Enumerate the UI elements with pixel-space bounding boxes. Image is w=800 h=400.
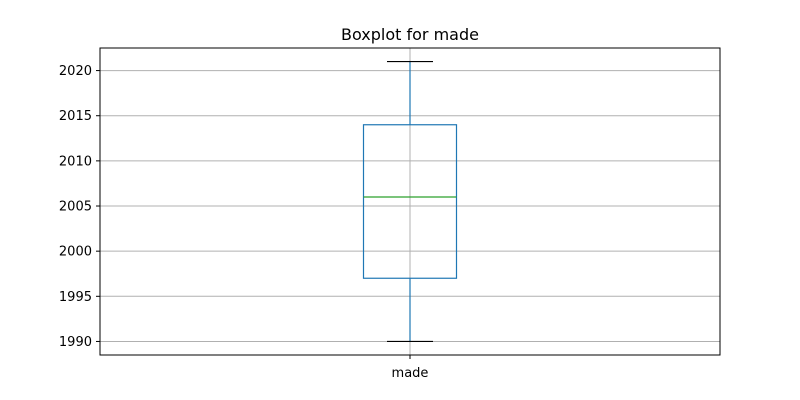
x-axis: made <box>392 355 429 381</box>
chart-title: Boxplot for made <box>341 25 479 44</box>
y-tick-label: 2015 <box>59 109 92 124</box>
y-tick-label: 2005 <box>59 200 92 215</box>
y-tick-label: 1995 <box>59 290 92 305</box>
y-tick-label: 1990 <box>59 335 92 350</box>
y-tick-label: 2010 <box>59 154 92 169</box>
iqr-box <box>362 124 458 279</box>
x-tick-label: made <box>392 366 429 381</box>
y-tick-label: 2020 <box>59 64 92 79</box>
box-made <box>362 60 458 343</box>
y-axis: 1990 1995 2000 2005 2010 2015 2020 <box>59 64 100 350</box>
y-tick-label: 2000 <box>59 245 92 260</box>
box-layer <box>362 60 458 343</box>
